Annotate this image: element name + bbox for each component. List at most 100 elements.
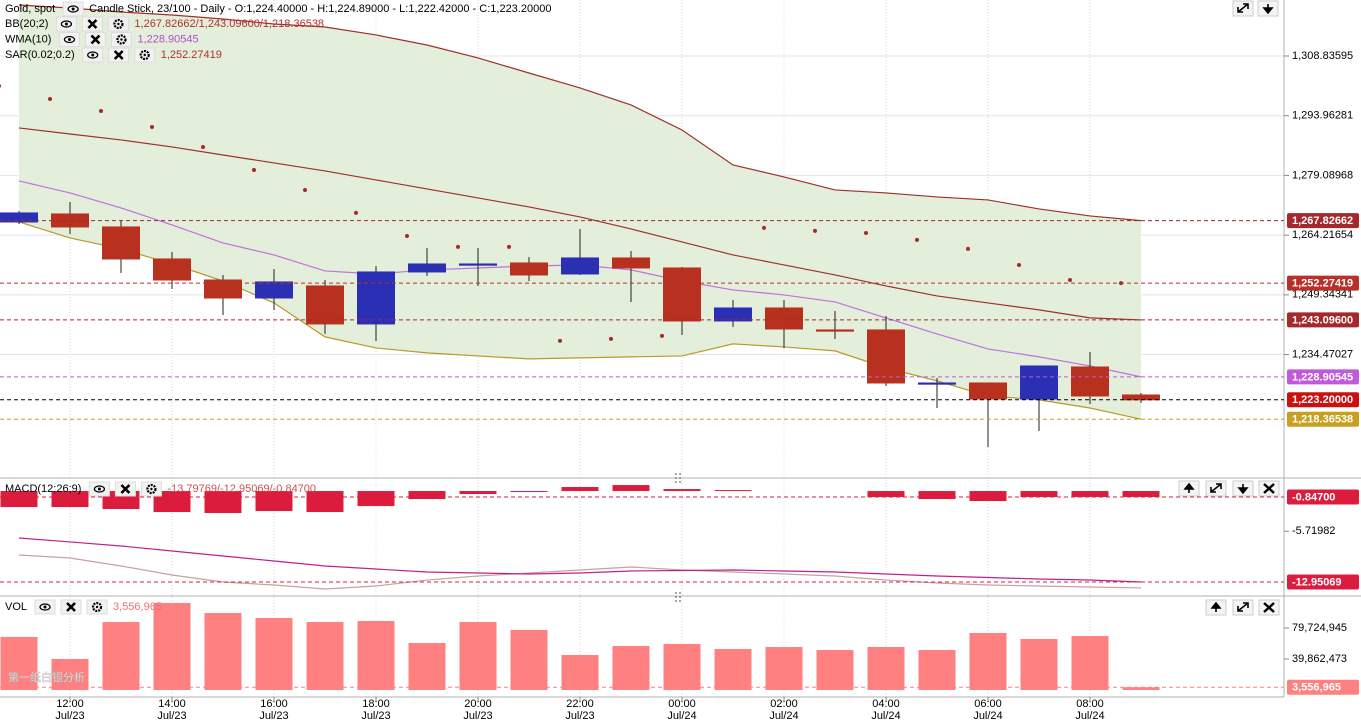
- x-tick-date: Jul/23: [55, 710, 84, 720]
- indicator-line: [18, 127, 1142, 321]
- price-tag: [1287, 489, 1359, 505]
- move-up-button[interactable]: [1178, 480, 1200, 497]
- eye-button[interactable]: [34, 599, 56, 615]
- y-tick-label: 1,279.08968: [1292, 169, 1353, 181]
- close-button[interactable]: [1258, 599, 1280, 616]
- gear-button[interactable]: [86, 599, 108, 615]
- eye-pupil: [91, 53, 95, 57]
- volume-bar: [714, 649, 752, 691]
- volume-bar: [255, 617, 293, 691]
- gear-hub: [143, 53, 146, 57]
- axes: 12:00Jul/2314:00Jul/2316:00Jul/2318:00Ju…: [0, 50, 1359, 720]
- x-tick-date: Jul/23: [361, 710, 390, 720]
- candle-body: [816, 329, 854, 332]
- volume-bar: [306, 622, 344, 691]
- histogram-bar: [357, 491, 395, 507]
- price-tag-label: 1,223.20000: [1292, 394, 1353, 406]
- price-tag-label: -12.95069: [1292, 576, 1342, 588]
- eye-button[interactable]: [82, 47, 104, 63]
- candle-body: [459, 263, 497, 266]
- price-tag: [1287, 392, 1359, 408]
- x-tick-label: 20:00: [464, 698, 492, 710]
- price-tag: [1287, 213, 1359, 229]
- panel-buttons: [675, 0, 1280, 616]
- histogram-bar: [612, 485, 650, 492]
- histogram-bar: [408, 491, 446, 500]
- close-button[interactable]: [114, 481, 136, 497]
- x-tick-label: 16:00: [260, 698, 288, 710]
- gear-hub: [95, 605, 99, 609]
- candle-body: [561, 257, 599, 275]
- sar-dot: [762, 225, 766, 230]
- x-tick-date: Jul/24: [871, 710, 900, 720]
- move-up-button[interactable]: [1205, 599, 1227, 616]
- volume-bar: [459, 622, 497, 691]
- band-fill: [19, 4, 1141, 420]
- maximize-button[interactable]: [1205, 480, 1227, 497]
- candle-body: [612, 257, 650, 269]
- panel-title: VOL: [5, 601, 27, 613]
- volume-bar: [1122, 687, 1160, 691]
- candle-body: [1020, 365, 1058, 400]
- eye-icon: [63, 35, 76, 44]
- candle-body: [102, 226, 140, 260]
- close-button[interactable]: [1258, 480, 1280, 497]
- volume-bar: [867, 646, 905, 691]
- gear-button[interactable]: [107, 16, 129, 32]
- close-icon: [66, 602, 76, 612]
- indicator-value: 1,228.90545: [137, 33, 198, 45]
- indicator-line: [18, 554, 1142, 590]
- eye-pupil: [64, 22, 68, 26]
- gear-button[interactable]: [140, 481, 162, 497]
- resize-handle[interactable]: [675, 473, 681, 483]
- volume-bar: [153, 602, 191, 691]
- sar-dot: [252, 167, 256, 172]
- x-tick-label: 04:00: [872, 698, 900, 710]
- x-tick-date: Jul/24: [667, 710, 696, 720]
- eye-button[interactable]: [62, 1, 84, 17]
- close-button[interactable]: [60, 599, 82, 615]
- sar-dot: [507, 244, 511, 249]
- plots: 第一纸白银分析: [0, 4, 1160, 691]
- panel-title: MACD(12;26;9): [5, 483, 81, 495]
- close-button[interactable]: [81, 16, 103, 32]
- candle-body: [153, 258, 191, 281]
- volume-bar: [51, 658, 89, 691]
- eye-button[interactable]: [58, 32, 80, 47]
- volume-bar: [765, 646, 803, 691]
- histogram-bar: [1020, 491, 1058, 498]
- histogram-bar: [1122, 491, 1160, 497]
- histogram-bar: [1071, 491, 1109, 498]
- x-tick-date: Jul/24: [1075, 710, 1104, 720]
- eye-icon: [60, 20, 73, 28]
- eye-pupil: [43, 605, 47, 609]
- histogram-bar: [714, 490, 752, 492]
- histogram-bar: [51, 491, 89, 508]
- candle-body: [1122, 394, 1160, 401]
- gear-button[interactable]: [134, 47, 156, 63]
- histogram-bar: [255, 491, 293, 512]
- candle-body: [918, 382, 956, 385]
- x-tick-date: Jul/24: [973, 710, 1002, 720]
- y-tick-label: 1,249.34341: [1292, 289, 1353, 301]
- close-button[interactable]: [84, 32, 106, 47]
- eye-button[interactable]: [88, 481, 110, 497]
- price-tag-label: 1,218.36538: [1292, 414, 1353, 426]
- price-tag-label: 1,252.27419: [1292, 277, 1353, 289]
- close-button[interactable]: [108, 47, 130, 63]
- y-tick-label: 1,293.96281: [1292, 110, 1353, 122]
- maximize-button[interactable]: [1232, 599, 1254, 616]
- price-tag-label: 1,267.82662: [1292, 215, 1353, 227]
- eye-pupil: [97, 487, 101, 491]
- indicator-value: 1,252.27419: [161, 49, 222, 61]
- sar-dot: [99, 108, 103, 113]
- gear-button[interactable]: [110, 32, 132, 47]
- volume-bar: [561, 655, 599, 691]
- candle-body: [255, 281, 293, 299]
- eye-button[interactable]: [55, 16, 77, 32]
- move-down-button[interactable]: [1257, 0, 1279, 17]
- resize-handle[interactable]: [675, 592, 681, 602]
- maximize-button[interactable]: [1232, 0, 1254, 17]
- sar-dot: [813, 228, 817, 233]
- move-down-button[interactable]: [1232, 480, 1254, 497]
